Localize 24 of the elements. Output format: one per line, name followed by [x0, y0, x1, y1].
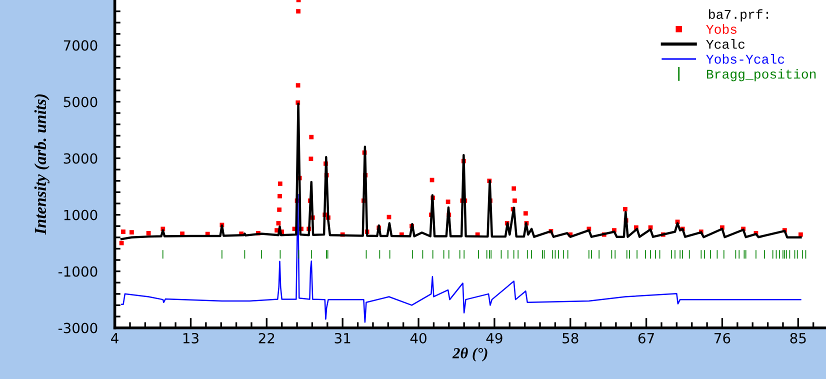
- x-tick-label: 13: [183, 332, 198, 344]
- y-tick-label: -1000: [58, 266, 98, 277]
- y-tick-label: 1000: [64, 210, 98, 220]
- x-tick-label: 85: [790, 332, 806, 344]
- x-tick-label: 22: [258, 332, 274, 344]
- y-axis-title: Intensity (arb. units): [34, 94, 50, 235]
- line-series: [120, 194, 802, 323]
- x-tick-label: 58: [562, 332, 578, 344]
- legend-title: ba7.prf:: [709, 9, 768, 22]
- x-tick-label: 31: [334, 332, 350, 344]
- x-tick-label: 4: [111, 333, 118, 344]
- x-tick-label: 40: [410, 332, 426, 344]
- y-tick-label: 5000: [64, 96, 98, 108]
- x-tick-label: 49: [486, 332, 502, 344]
- y-tick-label: 3000: [64, 153, 98, 164]
- x-tick-label: 76: [714, 332, 730, 344]
- legend-label: Yobs-Ycalc: [706, 54, 784, 64]
- y-tick-label: -3000: [58, 322, 98, 334]
- x-axis-title: 2θ (°): [452, 348, 488, 362]
- legend-label: Ycalc: [706, 39, 745, 49]
- y-tick-label: 7000: [64, 40, 98, 51]
- x-tick-label: 67: [638, 332, 654, 344]
- legend-label: Bragg_position: [706, 68, 816, 82]
- legend-label: Yobs: [706, 24, 736, 34]
